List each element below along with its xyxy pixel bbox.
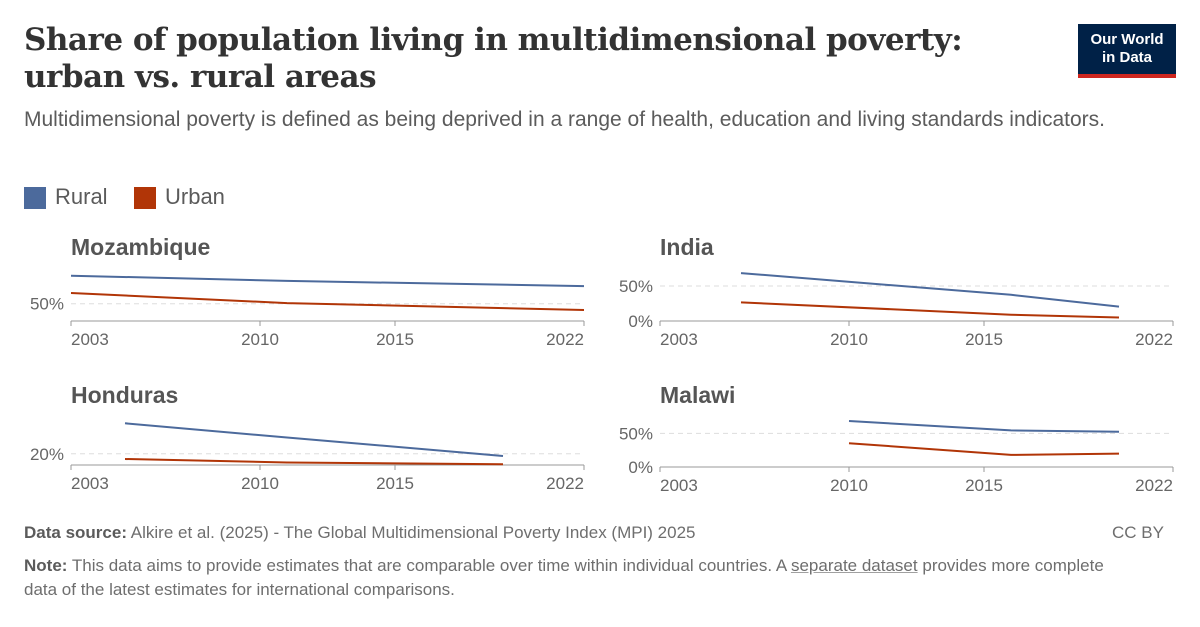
india-x-tick-label-1: 2010: [830, 330, 868, 349]
legend-label-rural: Rural: [55, 184, 108, 209]
owid-logo[interactable]: Our World in Data: [1078, 24, 1176, 78]
malawi-x-tick-label-1: 2010: [830, 476, 868, 495]
note-text-2: provides more complete data of the lates…: [24, 556, 1104, 599]
honduras-x-tick-label-3: 2022: [546, 474, 584, 493]
mozambique-x-tick-label-0: 2003: [71, 330, 109, 349]
honduras-x-tick-label-2: 2015: [376, 474, 414, 493]
data-source-label: Data source:: [24, 523, 127, 542]
mozambique-x-tick-label-3: 2022: [546, 330, 584, 349]
india-y-tick-label-1: 50%: [619, 277, 653, 296]
india-x-tick-label-2: 2015: [965, 330, 1003, 349]
honduras-rural-line: [124, 422, 504, 457]
panel-title-honduras: Honduras: [71, 382, 179, 408]
separate-dataset-link[interactable]: separate dataset: [790, 556, 918, 575]
mozambique-x-tick-label-2: 2015: [376, 330, 414, 349]
legend-swatch-urban: [134, 187, 156, 209]
mozambique-x-tick-label-1: 2010: [241, 330, 279, 349]
panel-title-mozambique: Mozambique: [71, 234, 211, 260]
honduras-x-tick-label-0: 2003: [71, 474, 109, 493]
malawi-y-tick-label-1: 50%: [619, 424, 653, 443]
india-urban-line: [740, 301, 1120, 319]
india-x-tick-label-3: 2022: [1135, 330, 1173, 349]
mozambique-rural-line: [70, 274, 585, 288]
legend-swatch-rural: [24, 187, 46, 209]
mozambique-y-tick-label-0: 50%: [30, 295, 64, 314]
chart-subtitle: Multidimensional poverty is defined as b…: [24, 108, 1105, 131]
honduras-urban-line: [124, 458, 504, 466]
legend-label-urban: Urban: [165, 184, 225, 209]
honduras-x-tick-label-1: 2010: [241, 474, 279, 493]
logo-line-2: in Data: [1101, 49, 1152, 66]
panel-title-malawi: Malawi: [660, 382, 736, 408]
malawi-y-tick-label-0: 0%: [628, 458, 653, 477]
malawi-rural-line: [848, 420, 1120, 433]
india-y-tick-label-0: 0%: [628, 312, 653, 331]
data-source-text: Alkire et al. (2025) - The Global Multid…: [130, 523, 696, 542]
india-rural-line: [740, 272, 1120, 308]
chart-note: Note: This data aims to provide estimate…: [24, 554, 1124, 602]
malawi-x-tick-label-0: 2003: [660, 476, 698, 495]
mozambique-urban-line: [70, 292, 585, 311]
chart-title: Share of population living in multidimen…: [24, 22, 963, 95]
panel-title-india: India: [660, 234, 714, 260]
note-text: This data aims to provide estimates that…: [71, 556, 787, 575]
honduras-y-tick-label-0: 20%: [30, 445, 64, 464]
logo-line-1: Our World: [1090, 31, 1164, 48]
license-link[interactable]: CC BY: [1112, 523, 1164, 542]
malawi-x-tick-label-2: 2015: [965, 476, 1003, 495]
note-label: Note:: [24, 556, 68, 575]
malawi-x-tick-label-3: 2022: [1135, 476, 1173, 495]
india-x-tick-label-0: 2003: [660, 330, 698, 349]
malawi-urban-line: [848, 442, 1120, 456]
data-source: Data source: Alkire et al. (2025) - The …: [24, 521, 1124, 545]
